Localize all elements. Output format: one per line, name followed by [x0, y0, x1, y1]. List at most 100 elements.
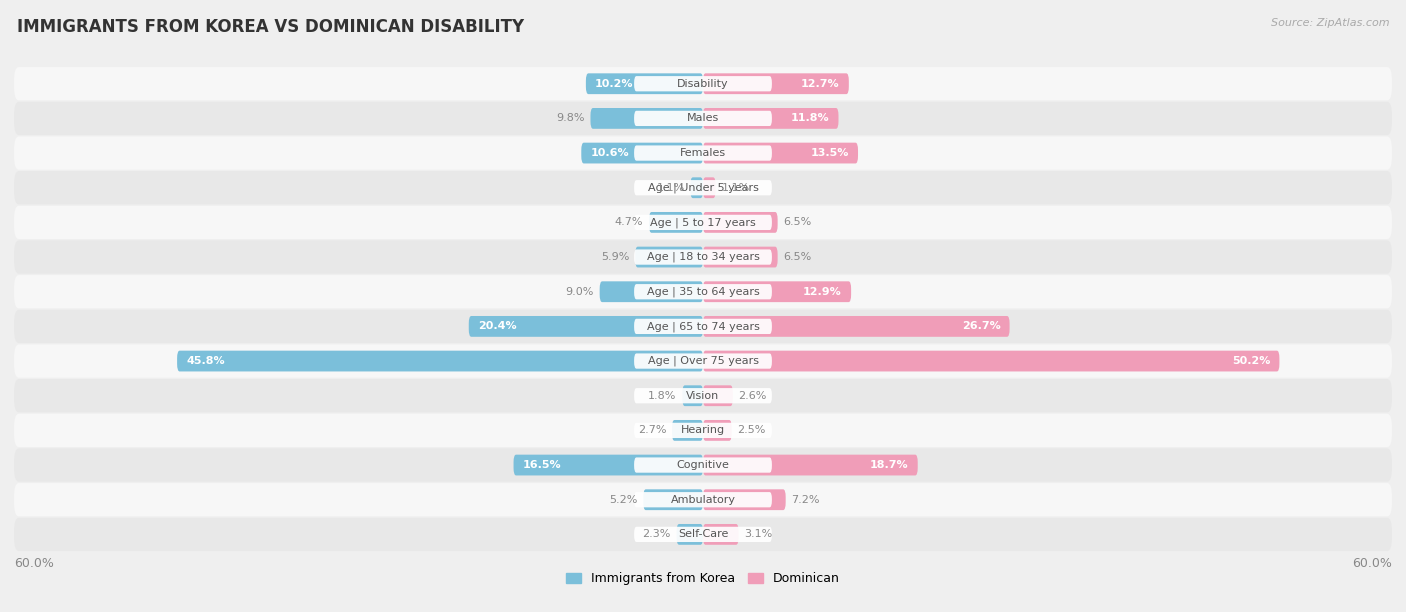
FancyBboxPatch shape [703, 212, 778, 233]
FancyBboxPatch shape [634, 319, 772, 334]
Text: 50.2%: 50.2% [1232, 356, 1270, 366]
Text: 20.4%: 20.4% [478, 321, 516, 331]
FancyBboxPatch shape [634, 76, 772, 91]
Text: 12.9%: 12.9% [803, 287, 842, 297]
Text: Ambulatory: Ambulatory [671, 494, 735, 505]
FancyBboxPatch shape [14, 414, 1392, 447]
FancyBboxPatch shape [634, 457, 772, 472]
Text: 10.6%: 10.6% [591, 148, 628, 158]
FancyBboxPatch shape [690, 177, 703, 198]
FancyBboxPatch shape [703, 316, 1010, 337]
FancyBboxPatch shape [14, 241, 1392, 274]
FancyBboxPatch shape [672, 420, 703, 441]
Text: Age | Over 75 years: Age | Over 75 years [648, 356, 758, 367]
FancyBboxPatch shape [14, 136, 1392, 170]
FancyBboxPatch shape [599, 282, 703, 302]
FancyBboxPatch shape [634, 492, 772, 507]
FancyBboxPatch shape [14, 449, 1392, 482]
Text: 2.6%: 2.6% [738, 390, 766, 401]
FancyBboxPatch shape [14, 345, 1392, 378]
FancyBboxPatch shape [634, 111, 772, 126]
Text: Age | 35 to 64 years: Age | 35 to 64 years [647, 286, 759, 297]
Text: 1.1%: 1.1% [721, 183, 749, 193]
FancyBboxPatch shape [703, 490, 786, 510]
FancyBboxPatch shape [703, 108, 838, 129]
Text: 2.3%: 2.3% [643, 529, 671, 539]
FancyBboxPatch shape [634, 180, 772, 195]
Text: 1.8%: 1.8% [648, 390, 676, 401]
FancyBboxPatch shape [468, 316, 703, 337]
FancyBboxPatch shape [14, 275, 1392, 308]
FancyBboxPatch shape [703, 420, 731, 441]
Legend: Immigrants from Korea, Dominican: Immigrants from Korea, Dominican [561, 567, 845, 591]
FancyBboxPatch shape [14, 171, 1392, 204]
FancyBboxPatch shape [703, 73, 849, 94]
Text: 6.5%: 6.5% [783, 252, 811, 262]
Text: 13.5%: 13.5% [810, 148, 849, 158]
Text: 9.0%: 9.0% [565, 287, 593, 297]
FancyBboxPatch shape [513, 455, 703, 476]
FancyBboxPatch shape [634, 527, 772, 542]
Text: 9.8%: 9.8% [557, 113, 585, 124]
FancyBboxPatch shape [703, 143, 858, 163]
Text: 2.7%: 2.7% [638, 425, 666, 435]
FancyBboxPatch shape [703, 177, 716, 198]
Text: 10.2%: 10.2% [595, 79, 634, 89]
Text: Age | 65 to 74 years: Age | 65 to 74 years [647, 321, 759, 332]
Text: 3.1%: 3.1% [744, 529, 772, 539]
Text: 18.7%: 18.7% [870, 460, 908, 470]
Text: 1.1%: 1.1% [657, 183, 685, 193]
FancyBboxPatch shape [644, 490, 703, 510]
Text: 26.7%: 26.7% [962, 321, 1001, 331]
Text: Cognitive: Cognitive [676, 460, 730, 470]
FancyBboxPatch shape [634, 423, 772, 438]
FancyBboxPatch shape [650, 212, 703, 233]
FancyBboxPatch shape [703, 247, 778, 267]
FancyBboxPatch shape [14, 379, 1392, 412]
FancyBboxPatch shape [177, 351, 703, 371]
Text: 11.8%: 11.8% [790, 113, 830, 124]
FancyBboxPatch shape [634, 146, 772, 161]
FancyBboxPatch shape [636, 247, 703, 267]
Text: 4.7%: 4.7% [614, 217, 644, 228]
Text: 60.0%: 60.0% [14, 557, 53, 570]
FancyBboxPatch shape [703, 351, 1279, 371]
Text: Age | Under 5 years: Age | Under 5 years [648, 182, 758, 193]
FancyBboxPatch shape [634, 388, 772, 403]
FancyBboxPatch shape [703, 455, 918, 476]
FancyBboxPatch shape [682, 386, 703, 406]
FancyBboxPatch shape [703, 282, 851, 302]
FancyBboxPatch shape [634, 284, 772, 299]
Text: Disability: Disability [678, 79, 728, 89]
FancyBboxPatch shape [703, 386, 733, 406]
Text: Age | 18 to 34 years: Age | 18 to 34 years [647, 252, 759, 263]
Text: 2.5%: 2.5% [738, 425, 766, 435]
FancyBboxPatch shape [634, 354, 772, 368]
Text: Males: Males [688, 113, 718, 124]
FancyBboxPatch shape [14, 102, 1392, 135]
Text: Hearing: Hearing [681, 425, 725, 435]
FancyBboxPatch shape [581, 143, 703, 163]
Text: Age | 5 to 17 years: Age | 5 to 17 years [650, 217, 756, 228]
Text: 60.0%: 60.0% [1353, 557, 1392, 570]
Text: 16.5%: 16.5% [523, 460, 561, 470]
FancyBboxPatch shape [14, 310, 1392, 343]
Text: Self-Care: Self-Care [678, 529, 728, 539]
FancyBboxPatch shape [634, 250, 772, 264]
FancyBboxPatch shape [14, 67, 1392, 100]
Text: 6.5%: 6.5% [783, 217, 811, 228]
FancyBboxPatch shape [634, 215, 772, 230]
Text: Females: Females [681, 148, 725, 158]
Text: 5.9%: 5.9% [602, 252, 630, 262]
Text: 5.2%: 5.2% [609, 494, 637, 505]
FancyBboxPatch shape [703, 524, 738, 545]
FancyBboxPatch shape [14, 518, 1392, 551]
Text: 45.8%: 45.8% [186, 356, 225, 366]
Text: Source: ZipAtlas.com: Source: ZipAtlas.com [1271, 18, 1389, 28]
FancyBboxPatch shape [14, 483, 1392, 517]
FancyBboxPatch shape [14, 206, 1392, 239]
Text: 12.7%: 12.7% [801, 79, 839, 89]
FancyBboxPatch shape [676, 524, 703, 545]
FancyBboxPatch shape [591, 108, 703, 129]
FancyBboxPatch shape [586, 73, 703, 94]
